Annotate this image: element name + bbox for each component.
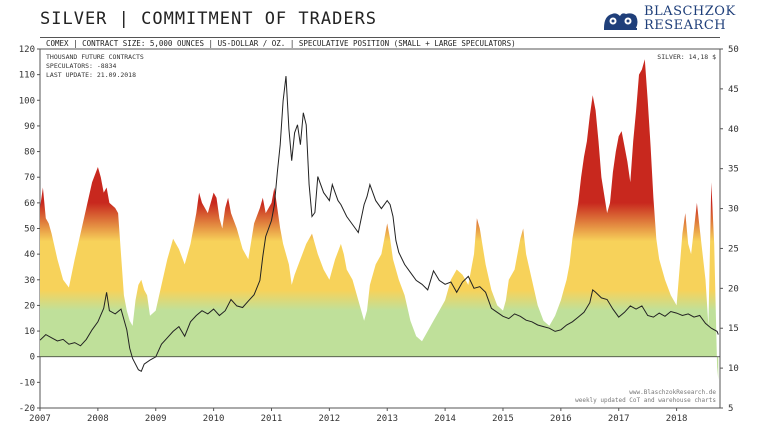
brand-logo: BLASCHZOK RESEARCH	[602, 5, 752, 35]
x-axis-tick-label: 2013	[376, 414, 398, 424]
right-axis-tick-label: 40	[728, 125, 739, 135]
left-axis-tick-label: 60	[24, 199, 35, 209]
unit-label: THOUSAND FUTURE CONTRACTS	[46, 53, 144, 61]
speculative-position-area	[40, 59, 719, 380]
left-axis-tick-label: 10	[24, 327, 35, 337]
silver-price-line	[39, 76, 719, 373]
speculators-value: SPECULATORS: -8834	[46, 62, 117, 70]
left-axis-tick-label: 40	[24, 250, 35, 260]
right-axis-tick-label: 50	[728, 45, 739, 55]
x-axis-tick-label: 2009	[145, 414, 167, 424]
right-axis-tick-label: 20	[728, 284, 739, 294]
x-axis-tick-label: 2011	[261, 414, 283, 424]
x-axis-tick-label: 2008	[87, 414, 109, 424]
x-axis-tick-label: 2018	[666, 414, 688, 424]
left-axis-tick-label: 0	[30, 353, 35, 363]
page-title: SILVER | COMMITMENT OF TRADERS	[40, 9, 378, 29]
left-axis-tick-label: 80	[24, 148, 35, 158]
left-axis-tick-label: 110	[19, 71, 35, 81]
x-axis-tick-label: 2017	[608, 414, 630, 424]
chart-subtitle: COMEX | CONTRACT SIZE: 5,000 OUNCES | US…	[46, 39, 516, 48]
right-axis-tick-label: 45	[728, 85, 739, 95]
silver-price: SILVER: 14,18 $	[657, 53, 716, 61]
x-axis-tick-label: 2015	[492, 414, 514, 424]
right-axis-tick-label: 35	[728, 165, 739, 175]
x-axis-tick-label: 2010	[203, 414, 225, 424]
left-axis-tick-label: -20	[19, 404, 35, 414]
right-axis-tick-label: 5	[728, 404, 733, 414]
left-axis-tick-label: 90	[24, 122, 35, 132]
brand-name-line2: RESEARCH	[644, 18, 727, 33]
left-axis-tick-label: 30	[24, 276, 35, 286]
right-axis-tick-label: 30	[728, 205, 739, 215]
left-axis-tick-label: 100	[19, 96, 35, 106]
left-axis-tick-label: 120	[19, 45, 35, 55]
left-axis-tick-label: 50	[24, 225, 35, 235]
right-axis-tick-label: 15	[728, 324, 739, 334]
left-axis-tick-label: 20	[24, 301, 35, 311]
credit-website: www.BlaschzokResearch.de	[629, 389, 716, 396]
credit-note: weekly updated CoT and warehouse charts	[575, 397, 716, 404]
brand-name-line1: BLASCHZOK	[644, 4, 736, 19]
x-axis-tick-label: 2012	[319, 414, 341, 424]
right-axis-tick-label: 25	[728, 244, 739, 254]
owl-logo-icon	[604, 13, 638, 30]
right-axis-tick-label: 10	[728, 364, 739, 374]
x-axis-tick-label: 2016	[550, 414, 572, 424]
x-axis-tick-label: 2007	[29, 414, 51, 424]
left-axis-tick-label: -10	[19, 378, 35, 388]
x-axis-tick-label: 2014	[434, 414, 456, 424]
left-axis-tick-label: 70	[24, 173, 35, 183]
last-update: LAST UPDATE: 21.09.2018	[46, 71, 137, 79]
